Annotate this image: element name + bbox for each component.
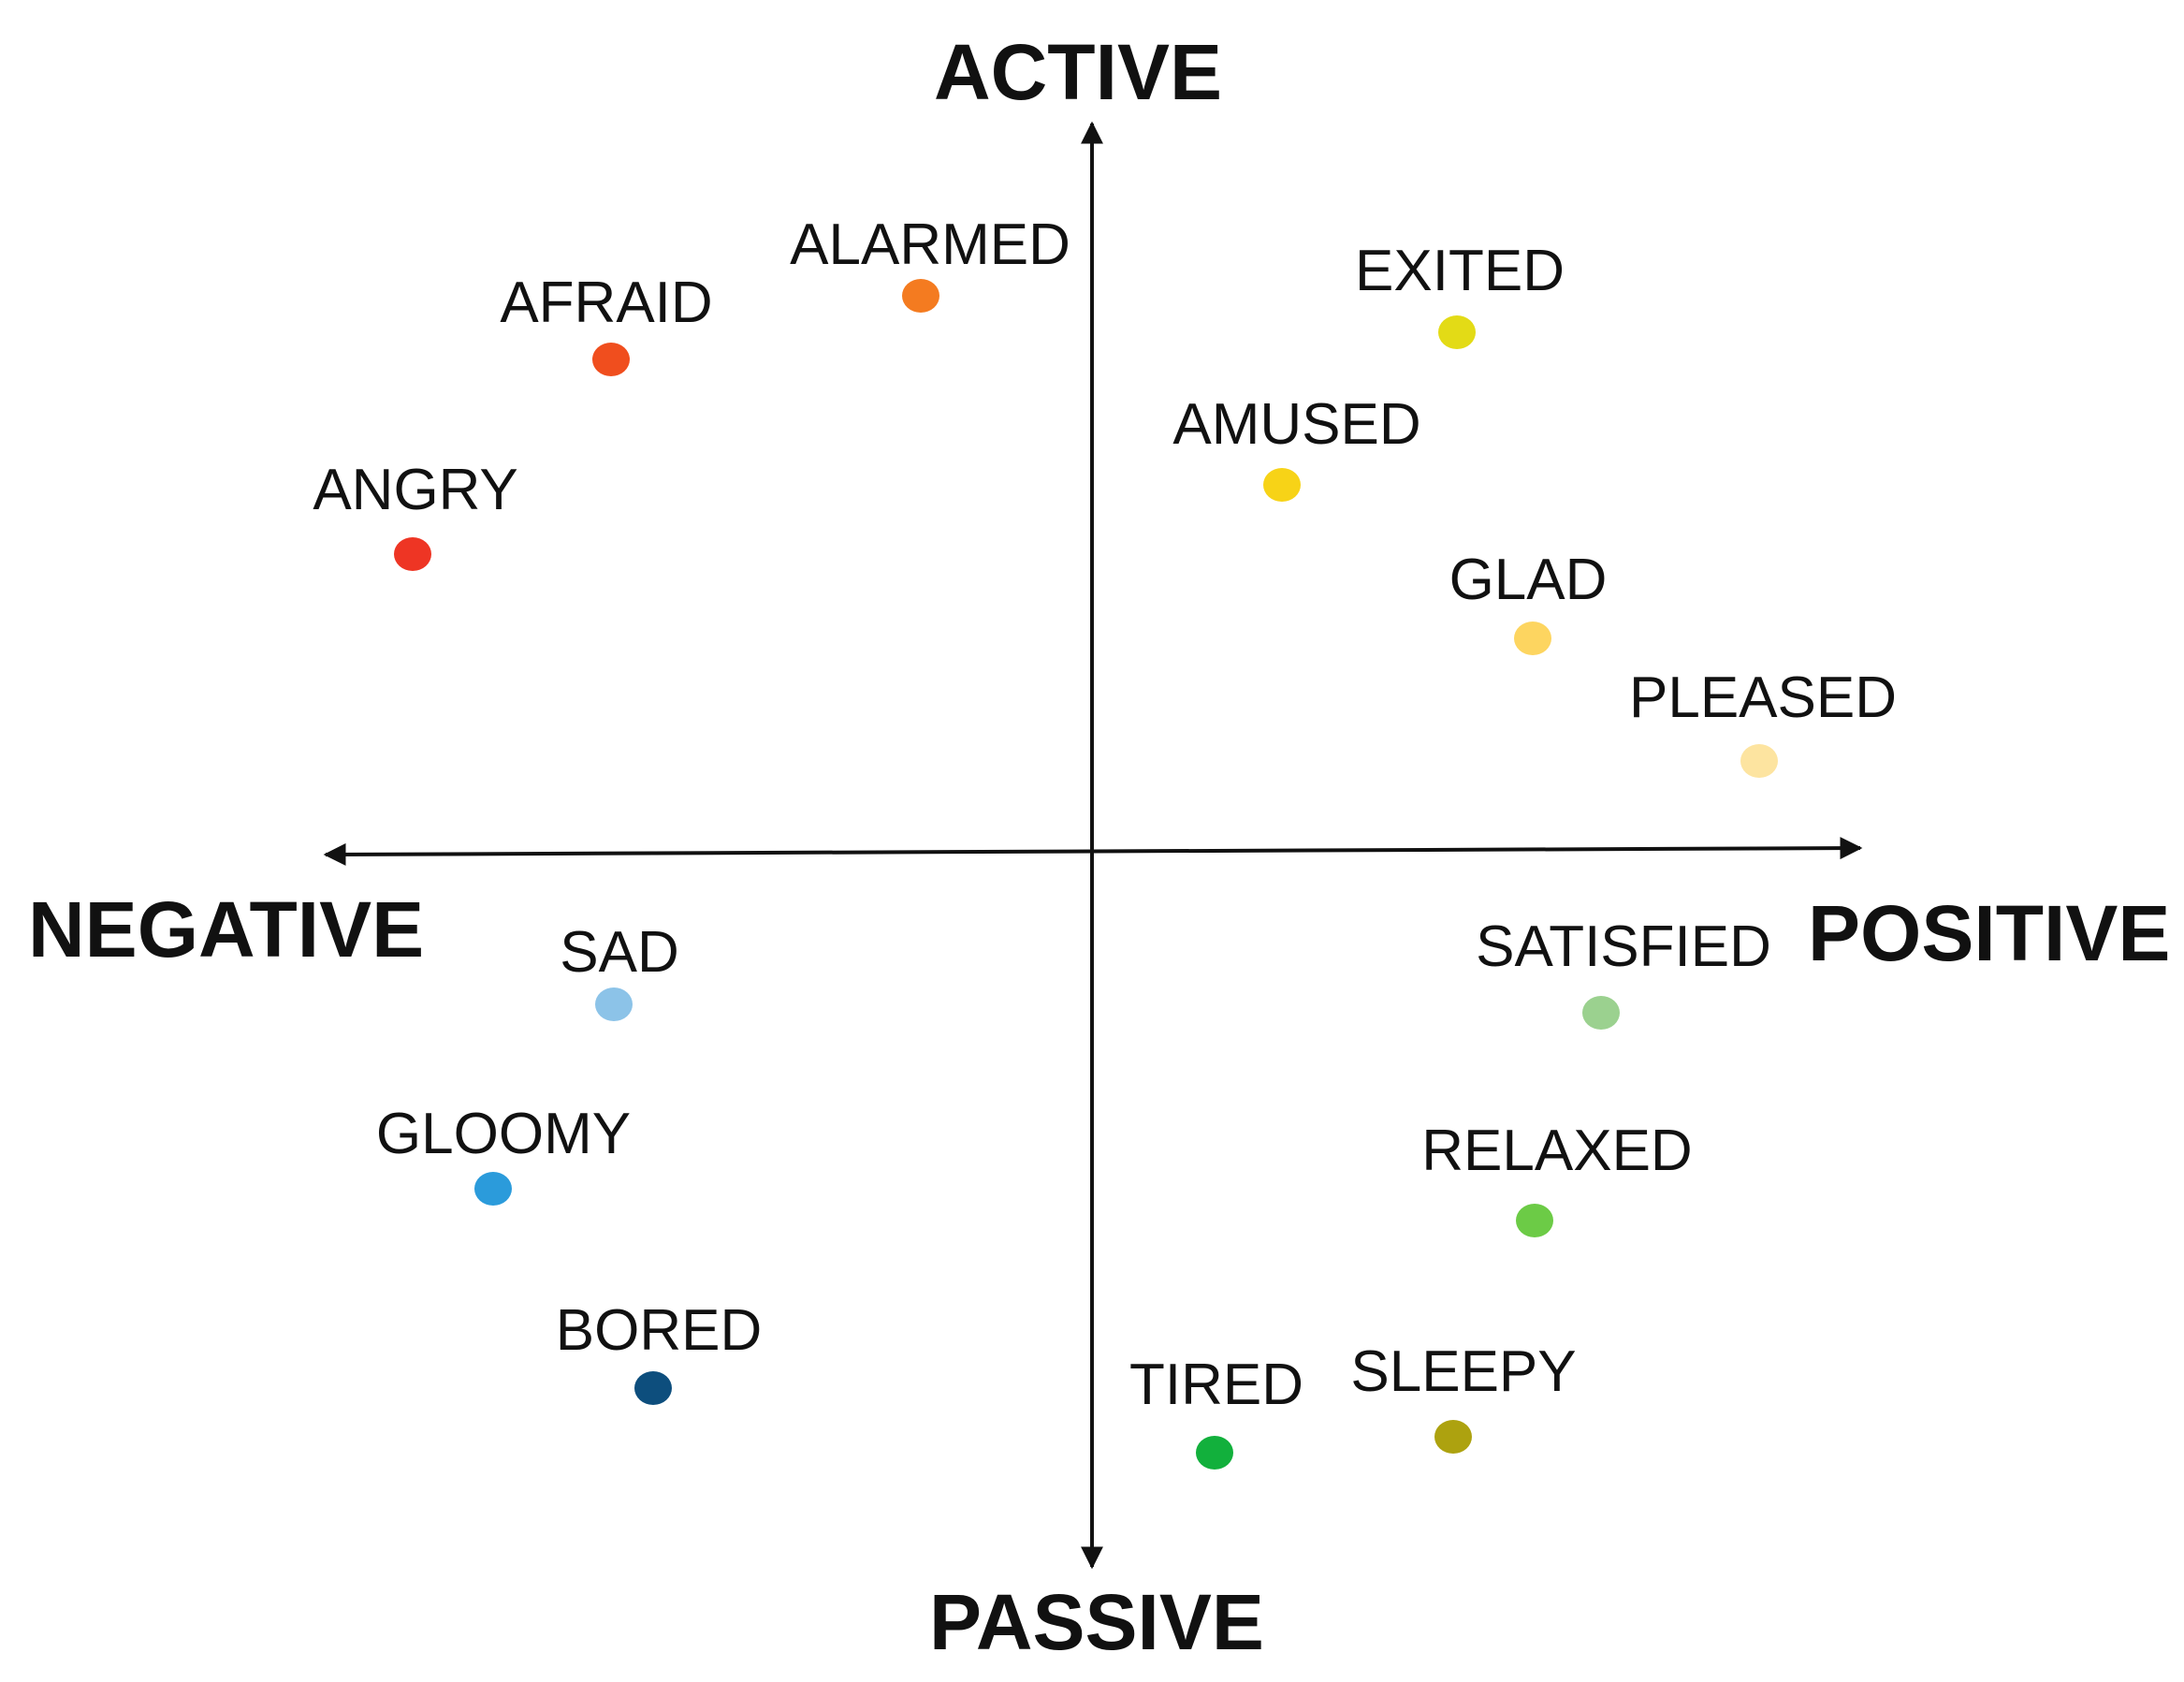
emotion-label-sleepy: SLEEPY (1350, 1339, 1576, 1404)
emotion-label-tired: TIRED (1129, 1353, 1303, 1417)
emotion-label-satisfied: SATISFIED (1476, 914, 1771, 979)
emotion-gloomy: GLOOMY (376, 1102, 631, 1206)
emotion-dot-bored (634, 1371, 672, 1405)
emotion-dot-angry (394, 537, 431, 571)
emotion-label-angry: ANGRY (313, 458, 517, 522)
emotion-bored: BORED (556, 1298, 762, 1405)
emotion-dot-sleepy (1434, 1420, 1472, 1454)
emotion-angry: ANGRY (313, 458, 518, 571)
emotion-label-amused: AMUSED (1172, 392, 1420, 457)
emotion-dot-amused (1263, 468, 1301, 502)
emotion-dot-relaxed (1516, 1204, 1553, 1237)
emotion-dot-pleased (1740, 744, 1778, 778)
emotion-dot-alarmed (902, 279, 939, 313)
emotion-label-sad: SAD (560, 920, 678, 985)
emotion-label-glad: GLAD (1449, 548, 1608, 612)
emotion-dot-tired (1196, 1436, 1233, 1470)
axis-title-active: ACTIVE (934, 28, 1222, 116)
emotion-glad: GLAD (1449, 548, 1608, 655)
emotion-label-exited: EXITED (1355, 239, 1565, 303)
axis-title-positive: POSITIVE (1808, 889, 2170, 977)
emotion-label-afraid: AFRAID (500, 271, 712, 335)
horizontal-axis (323, 837, 1863, 866)
emotion-sad: SAD (560, 920, 679, 1021)
emotion-label-gloomy: GLOOMY (376, 1102, 631, 1166)
emotion-points: ALARMED AFRAID ANGRY EXITED AMUSED GLAD PLEASE… (313, 212, 1897, 1470)
emotion-dot-afraid (592, 343, 630, 376)
emotion-afraid: AFRAID (500, 271, 713, 376)
emotion-dot-satisfied (1582, 996, 1620, 1030)
emotion-label-relaxed: RELAXED (1421, 1119, 1692, 1183)
emotion-relaxed: RELAXED (1421, 1119, 1693, 1237)
emotion-label-bored: BORED (556, 1298, 762, 1363)
emotion-sleepy: SLEEPY (1350, 1339, 1577, 1454)
axis-title-negative: NEGATIVE (28, 885, 424, 973)
emotion-dot-sad (595, 987, 633, 1021)
emotion-pleased: PLEASED (1629, 665, 1897, 778)
emotion-amused: AMUSED (1172, 392, 1421, 502)
emotion-alarmed: ALARMED (790, 212, 1070, 313)
emotion-dot-glad (1514, 622, 1551, 655)
emotion-satisfied: SATISFIED (1476, 914, 1771, 1030)
emotion-dot-gloomy (474, 1172, 512, 1206)
emotion-exited: EXITED (1355, 239, 1565, 349)
emotion-label-alarmed: ALARMED (790, 212, 1070, 277)
emotion-label-pleased: PLEASED (1629, 665, 1897, 730)
emotion-tired: TIRED (1129, 1353, 1303, 1470)
axis-title-passive: PASSIVE (929, 1578, 1264, 1666)
emotion-dot-exited (1438, 315, 1476, 349)
